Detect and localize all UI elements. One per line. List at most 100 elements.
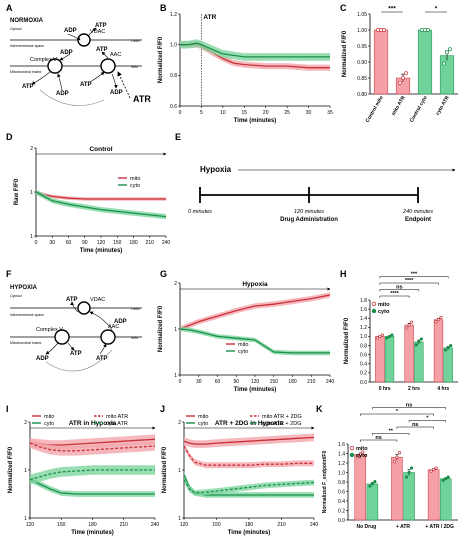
legend-swatch <box>371 301 377 307</box>
series-line <box>29 442 156 452</box>
x-tick-label: 30 <box>49 240 55 246</box>
arrow <box>111 73 118 89</box>
diagram-a-matrix: Mitochondrial matrix <box>10 70 42 74</box>
y-tick-label: 1 <box>174 373 177 379</box>
series-line <box>183 445 314 466</box>
data-point <box>405 475 409 479</box>
x-axis-label: Time (minutes) <box>80 248 123 254</box>
panel-label-k: K <box>316 404 323 414</box>
diagram-f-atp-low: ATP <box>70 351 82 357</box>
sig-label: ns <box>375 435 381 441</box>
panel-label-h: H <box>340 269 347 279</box>
diagram-f-ims: Intermembrane space <box>10 313 44 317</box>
series-line <box>180 42 330 58</box>
y-tick-label: 0.6 <box>170 104 177 110</box>
bar <box>391 457 403 521</box>
y-tick-label: 0.85 <box>357 76 367 82</box>
x-axis-label: Time (minutes) <box>71 530 114 536</box>
diagram-a-aac: AAC <box>110 52 121 58</box>
diagram-f-cytosol: Cytosol <box>10 294 22 298</box>
data-point <box>445 50 449 55</box>
panel-label-f: F <box>6 269 12 279</box>
legend-entry: cyto <box>238 349 248 355</box>
data-point <box>390 333 394 337</box>
y-tick-label: 1.0 <box>360 334 367 340</box>
error-band <box>30 438 155 456</box>
data-point <box>436 318 440 322</box>
diagram-a-adp-top: ADP <box>64 28 77 34</box>
diagram-a-cytosol: Cytosol <box>10 27 22 31</box>
x-tick-label: 120 <box>251 379 260 385</box>
y-axis-label: Normalized F/F0 <box>344 317 350 364</box>
y-tick-label: 1.8 <box>360 298 367 304</box>
bar <box>366 483 379 521</box>
y-tick-label: 1 <box>178 516 181 522</box>
arrow <box>70 301 79 313</box>
diagram-f-adp-low: ADP <box>36 356 49 362</box>
y-tick-label: 0.2 <box>338 508 345 514</box>
data-point <box>380 333 384 337</box>
x-tick-label: 25 <box>284 110 290 116</box>
data-point <box>441 478 445 482</box>
y-axis-label: Normalized F/F0 <box>342 30 348 77</box>
sig-label: ** <box>389 429 394 435</box>
chart-k: 0.0 0.2 0.4 0.6 0.8 1.0 1.2 1.4 1.6 Normalized F_… <box>322 403 458 530</box>
diagram-f-atp-top: ATP <box>66 297 78 303</box>
x-tick-label: 210 <box>307 379 316 385</box>
bar <box>417 29 433 95</box>
data-point <box>439 315 443 319</box>
diagram-a-atr: ATR <box>133 94 151 104</box>
data-point <box>444 348 448 352</box>
bar <box>439 478 452 521</box>
data-point <box>358 452 362 456</box>
sig-label: * <box>426 416 429 422</box>
timeline-event: Endpoint <box>405 217 431 223</box>
x-tick-label: 240 <box>326 379 335 385</box>
y-tick-label: 0.6 <box>360 352 367 358</box>
timeline-label: 0 minutes <box>188 209 212 215</box>
data-point <box>405 326 409 330</box>
chart-title: Hypoxia <box>242 281 268 288</box>
chart-j: 1 1 2 120 150 180 210 240 Time (minutes) Normaliz… <box>162 414 318 536</box>
arrow <box>57 73 63 91</box>
arrow <box>89 71 105 83</box>
sig-label: ns <box>396 285 402 291</box>
y-tick-label: 1 <box>174 327 177 333</box>
diagram-hypoxia: HYPOXIA Cytosol Intermembrane space OMM … <box>10 285 142 372</box>
y-tick-label: 1.4 <box>338 451 345 457</box>
y-tick-label: 2 <box>30 146 33 152</box>
arrow <box>89 311 113 331</box>
cycle-curve <box>45 349 113 372</box>
y-tick-label: 0.4 <box>360 362 367 368</box>
y-tick-label: 1.0 <box>338 470 345 476</box>
x-tick-label: 150 <box>212 522 221 528</box>
y-tick-label: 0.4 <box>338 499 345 505</box>
data-point <box>444 477 448 481</box>
data-point <box>446 475 450 479</box>
diagram-a-adp-mid: ADP <box>60 50 73 56</box>
x-axis-label: Time (minutes) <box>234 387 277 393</box>
y-tick-label: 0.0 <box>360 380 367 386</box>
chart-title: Control <box>89 146 112 153</box>
diagram-a-atp-low: ATP <box>22 84 34 90</box>
arrow <box>45 342 59 355</box>
category-label: Control mito <box>365 95 385 124</box>
legend-entry: mito ATR + 2DG <box>262 414 302 420</box>
diagram-normoxia: NORMOXIA Cytosol Intermembrane space OMM… <box>10 18 151 106</box>
legend-entry: cyto ATR + 2DG <box>262 421 301 427</box>
data-point <box>414 343 418 347</box>
panel-label-c: C <box>340 3 347 13</box>
x-tick-label: 180 <box>245 522 254 528</box>
data-point <box>426 28 430 32</box>
data-point <box>370 482 374 486</box>
diagram-f-omm: OMM <box>131 307 140 311</box>
bar <box>375 336 385 383</box>
sig-label: **** <box>390 291 399 297</box>
x-tick-label: 0 <box>35 240 38 246</box>
bar <box>373 29 389 95</box>
panel-label-g: G <box>160 269 167 279</box>
category-label: + ATR / 2DG <box>425 524 454 530</box>
y-tick-label: 1.2 <box>338 461 345 467</box>
diagram-a-adp-low2: ADP <box>110 90 123 96</box>
